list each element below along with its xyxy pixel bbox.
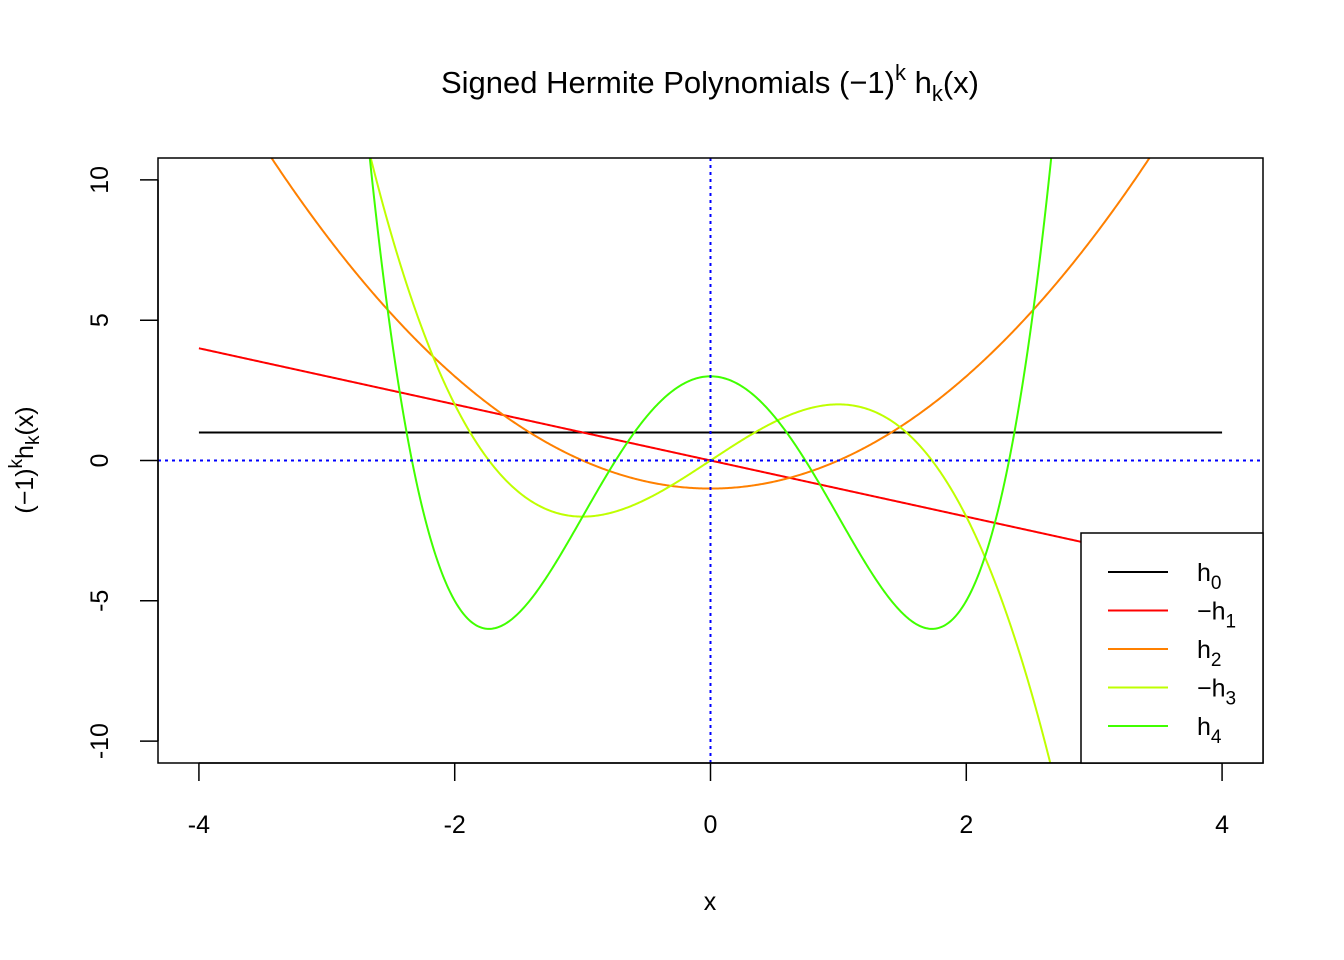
- x-tick-label: 2: [959, 811, 973, 839]
- y-tick-label: -10: [86, 723, 114, 759]
- chart-title: Signed Hermite Polynomials (−1)k hk(x): [441, 60, 979, 106]
- x-tick-label: 0: [704, 811, 718, 839]
- plot-lines: [158, 158, 1263, 763]
- y-tick-label: 0: [86, 454, 114, 468]
- y-tick-label: 10: [86, 166, 114, 194]
- legend-label: h4: [1197, 713, 1222, 748]
- x-tick-label: -2: [444, 811, 466, 839]
- legend-label: h2: [1197, 636, 1221, 671]
- y-axis-label: (−1)khk(x): [6, 406, 44, 513]
- x-tick-label: -4: [188, 811, 210, 839]
- legend-label: −h1: [1197, 598, 1236, 633]
- legend-label: −h3: [1197, 675, 1236, 710]
- y-tick-label: -5: [86, 590, 114, 612]
- axes: -4 -2 0 2 4 -10 -5 0 5 10: [86, 166, 1229, 839]
- x-tick-label: 4: [1215, 811, 1229, 839]
- x-axis-label: x: [704, 888, 717, 916]
- legend-label: h0: [1197, 559, 1221, 594]
- y-tick-label: 5: [86, 313, 114, 327]
